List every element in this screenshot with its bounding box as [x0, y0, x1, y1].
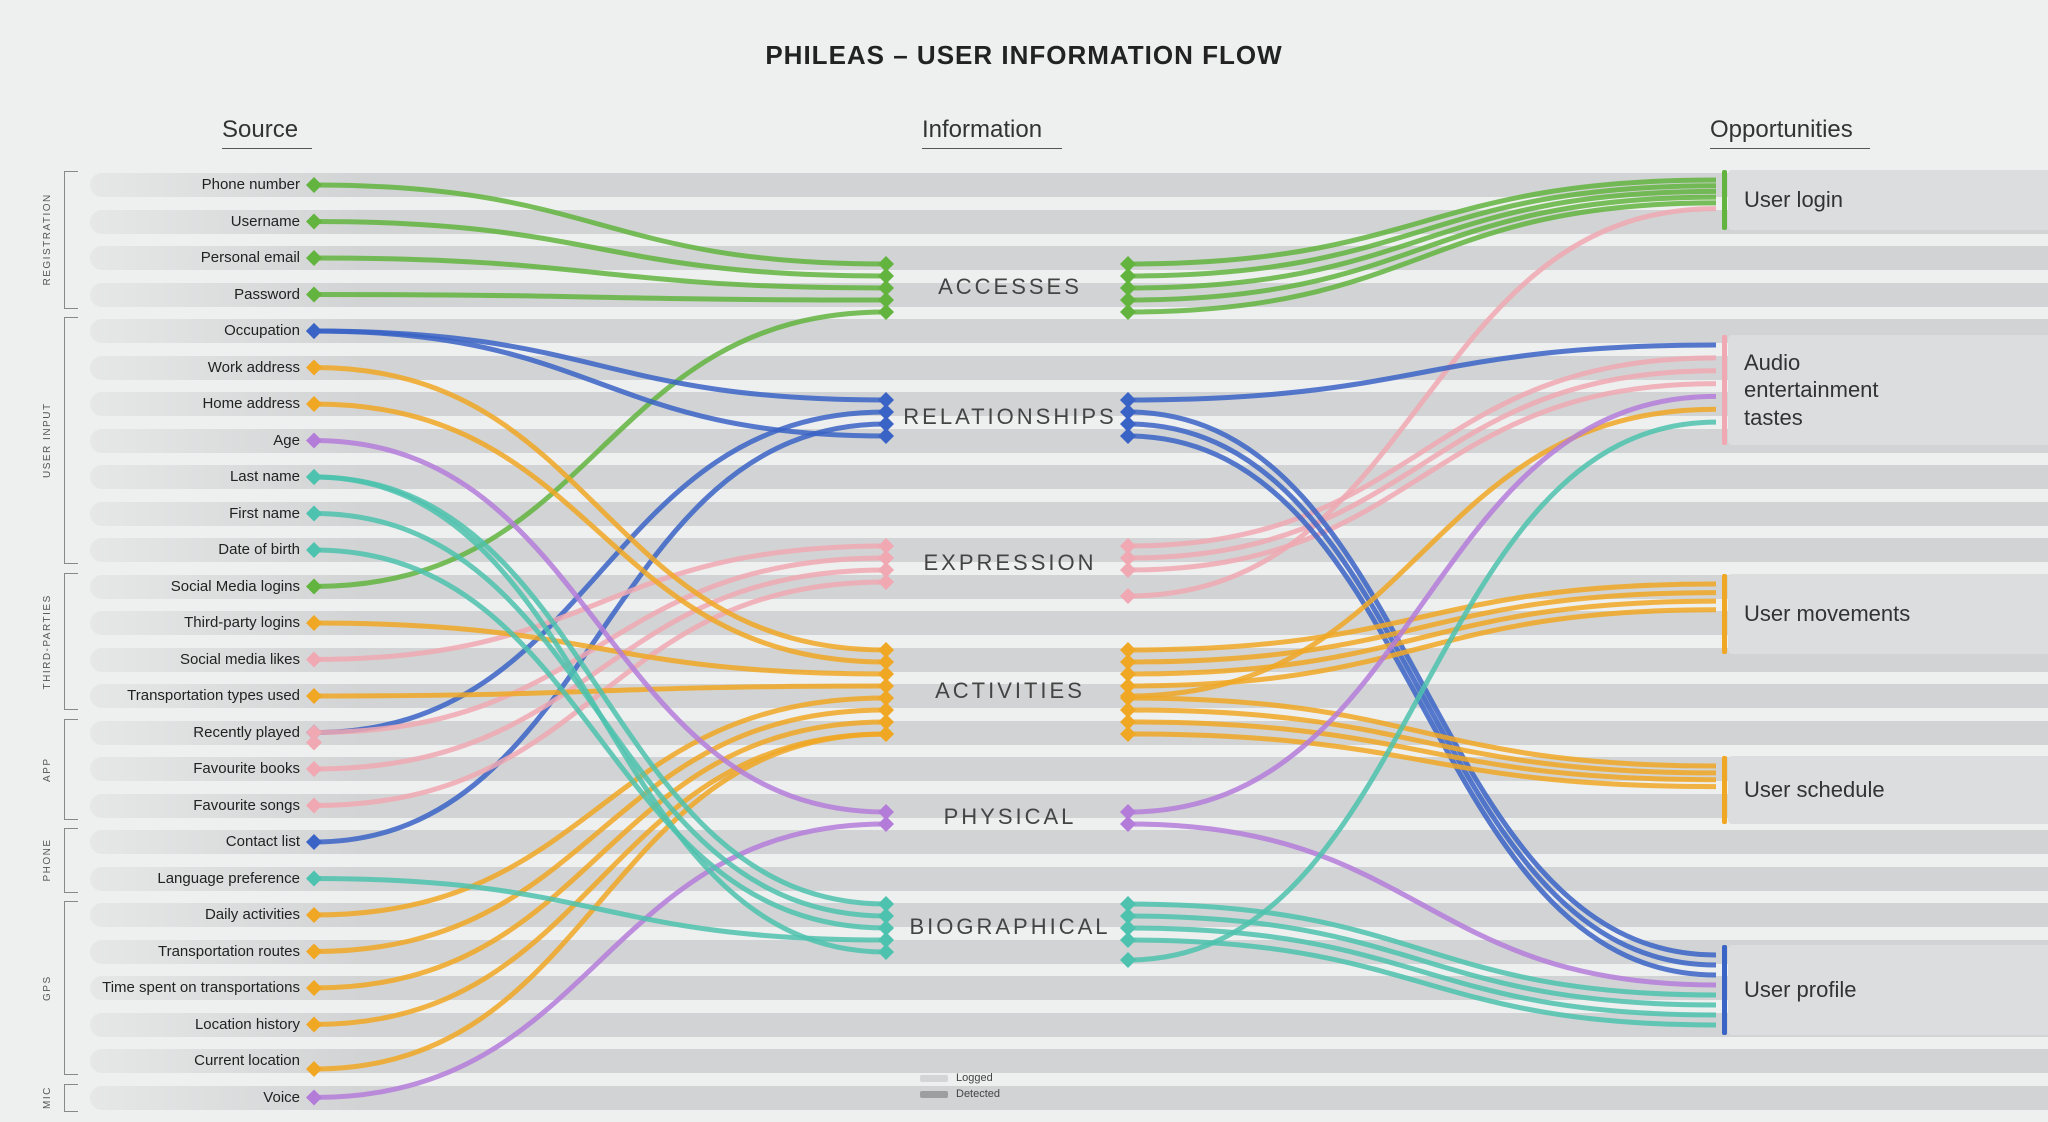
opportunity-accent-bar: [1722, 170, 1727, 230]
information-category: BIOGRAPHICAL: [900, 914, 1120, 940]
source-label: Daily activities: [80, 906, 300, 923]
category-label: PHONE: [42, 828, 53, 893]
source-row: [90, 830, 2048, 854]
source-label: Home address: [80, 395, 300, 412]
category-label: THIRD-PARTIES: [42, 573, 53, 711]
opportunity-box: User schedule: [1728, 756, 2048, 824]
information-category: RELATIONSHIPS: [900, 404, 1120, 430]
source-label: Username: [80, 213, 300, 230]
source-label: Personal email: [80, 249, 300, 266]
category-label: MIC: [42, 1084, 53, 1112]
legend: Logged Detected: [920, 1072, 1000, 1104]
source-label: Third-party logins: [80, 614, 300, 631]
source-label: Social media likes: [80, 651, 300, 668]
source-row: [90, 721, 2048, 745]
category-label: GPS: [42, 901, 53, 1075]
source-label: Password: [80, 286, 300, 303]
source-label: Recently played: [80, 724, 300, 741]
source-label: Current location: [80, 1052, 300, 1069]
information-category: ACTIVITIES: [900, 678, 1120, 704]
source-row: [90, 465, 2048, 489]
opportunity-box: User login: [1728, 170, 2048, 230]
category-bracket: [64, 1084, 78, 1112]
category-bracket: [64, 828, 78, 893]
information-category: EXPRESSION: [900, 550, 1120, 576]
source-label: Voice: [80, 1089, 300, 1106]
information-category: ACCESSES: [900, 274, 1120, 300]
opportunity-accent-bar: [1722, 574, 1727, 654]
source-label: Social Media logins: [80, 578, 300, 595]
category-bracket: [64, 573, 78, 711]
source-label: Phone number: [80, 176, 300, 193]
source-label: Location history: [80, 1016, 300, 1033]
source-row: [90, 246, 2048, 270]
category-label: APP: [42, 719, 53, 820]
source-row: [90, 1049, 2048, 1073]
source-row: [90, 1086, 2048, 1110]
column-header-source: Source: [222, 116, 312, 149]
source-label: Last name: [80, 468, 300, 485]
source-label: First name: [80, 505, 300, 522]
source-label: Transportation types used: [80, 687, 300, 704]
source-label: Favourite songs: [80, 797, 300, 814]
source-label: Language preference: [80, 870, 300, 887]
category-bracket: [64, 719, 78, 820]
information-category: PHYSICAL: [900, 804, 1120, 830]
source-label: Favourite books: [80, 760, 300, 777]
source-label: Contact list: [80, 833, 300, 850]
category-bracket: [64, 901, 78, 1075]
source-label: Work address: [80, 359, 300, 376]
category-bracket: [64, 171, 78, 309]
legend-detected: Detected: [920, 1088, 1000, 1100]
legend-logged: Logged: [920, 1072, 1000, 1084]
page-title: PHILEAS – USER INFORMATION FLOW: [0, 40, 2048, 71]
source-label: Transportation routes: [80, 943, 300, 960]
source-label: Occupation: [80, 322, 300, 339]
column-header-information: Information: [922, 116, 1062, 149]
opportunity-accent-bar: [1722, 756, 1727, 824]
source-row: [90, 502, 2048, 526]
source-label: Time spent on transportations: [80, 979, 300, 996]
column-header-opportunities: Opportunities: [1710, 116, 1870, 149]
source-label: Date of birth: [80, 541, 300, 558]
category-label: REGISTRATION: [42, 171, 53, 309]
opportunity-accent-bar: [1722, 945, 1727, 1035]
opportunity-box: Audio entertainment tastes: [1728, 335, 2048, 445]
category-bracket: [64, 317, 78, 564]
opportunity-accent-bar: [1722, 335, 1727, 445]
opportunity-box: User movements: [1728, 574, 2048, 654]
opportunity-box: User profile: [1728, 945, 2048, 1035]
source-label: Age: [80, 432, 300, 449]
category-label: USER INPUT: [42, 317, 53, 564]
source-row: [90, 867, 2048, 891]
